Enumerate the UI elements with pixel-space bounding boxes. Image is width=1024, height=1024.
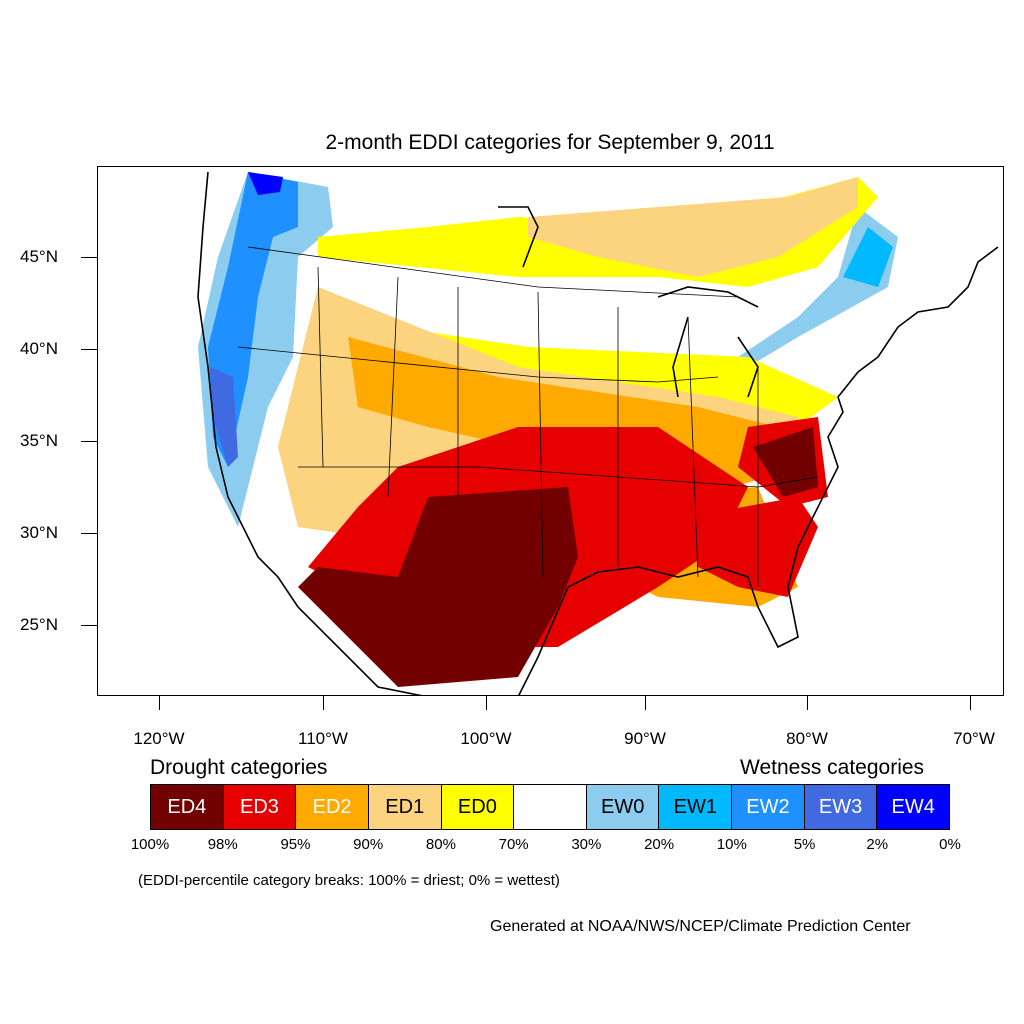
lon-tick-110: [323, 696, 324, 710]
lon-label-100: 100°W: [460, 729, 512, 748]
legend-cell-ew4: EW4: [877, 785, 950, 829]
percent-break-label: 95%: [280, 836, 311, 853]
lat-tick-40: [81, 349, 97, 350]
lat-label-40: 40°N: [20, 339, 58, 358]
lat-tick-25: [81, 625, 97, 626]
map-title: 2-month EDDI categories for September 9,…: [325, 131, 775, 154]
lon-tick-80: [807, 696, 808, 710]
credit-line: Generated at NOAA/NWS/NCEP/Climate Predi…: [490, 918, 911, 935]
state-borders: [237, 246, 819, 587]
legend-cell-neutral: [514, 785, 587, 829]
wet-region-ew4: [248, 172, 283, 195]
legend-cell-ew1: EW1: [659, 785, 733, 829]
percent-break-label: 30%: [571, 836, 602, 853]
percent-break-label: 10%: [716, 836, 747, 853]
dry-ed1-great-lakes: [528, 177, 858, 277]
lon-label-90: 90°W: [624, 729, 666, 748]
map-panel: [97, 166, 1004, 696]
lon-label-70: 70°W: [953, 729, 995, 748]
lon-label-80: 80°W: [786, 729, 828, 748]
dry-ed3-southeast: [688, 497, 818, 597]
lat-tick-45: [81, 257, 97, 258]
wet-region-east-ew1: [843, 227, 893, 287]
percent-break-label: 5%: [793, 836, 816, 853]
legend-cell-ed3: ED3: [223, 785, 297, 829]
lat-label-45: 45°N: [20, 247, 58, 266]
percent-break-label: 70%: [498, 836, 529, 853]
percent-break-label: 80%: [425, 836, 456, 853]
percent-break-label: 2%: [866, 836, 889, 853]
category-legend: ED4 ED3 ED2 ED1 ED0 EW0 EW1 EW2 EW3 EW4: [150, 784, 950, 830]
percent-break-label: 20%: [644, 836, 675, 853]
percent-break-label: 98%: [207, 836, 238, 853]
lon-label-110: 110°W: [298, 729, 348, 748]
legend-cell-ed2: ED2: [296, 785, 369, 829]
legend-cell-ed1: ED1: [368, 785, 442, 829]
legend-cell-ed0: ED0: [441, 785, 515, 829]
dry-ed4-texas: [298, 487, 578, 687]
category-note: (EDDI-percentile category breaks: 100% =…: [138, 872, 560, 889]
lat-tick-30: [81, 533, 97, 534]
lon-tick-120: [159, 696, 160, 710]
wet-region-ew3: [210, 367, 238, 467]
legend-cell-ew0: EW0: [586, 785, 660, 829]
lat-tick-35: [81, 441, 97, 442]
legend-cell-ew3: EW3: [804, 785, 878, 829]
lon-tick-70: [970, 696, 971, 710]
percent-break-label: 90%: [353, 836, 384, 853]
legend-cell-ed4: ED4: [151, 785, 224, 829]
lat-label-35: 35°N: [20, 431, 58, 450]
eddi-map: [197, 171, 999, 695]
percent-break-label: 0%: [939, 836, 961, 853]
lon-label-120: 120°W: [133, 729, 185, 748]
lon-tick-100: [486, 696, 487, 710]
lat-label-30: 30°N: [20, 523, 58, 542]
lat-label-25: 25°N: [20, 615, 58, 634]
drought-heading: Drought categories: [150, 756, 328, 779]
legend-cell-ew2: EW2: [732, 785, 805, 829]
lon-tick-90: [645, 696, 646, 710]
percent-break-label: 100%: [130, 836, 170, 853]
wetness-heading: Wetness categories: [740, 756, 925, 779]
